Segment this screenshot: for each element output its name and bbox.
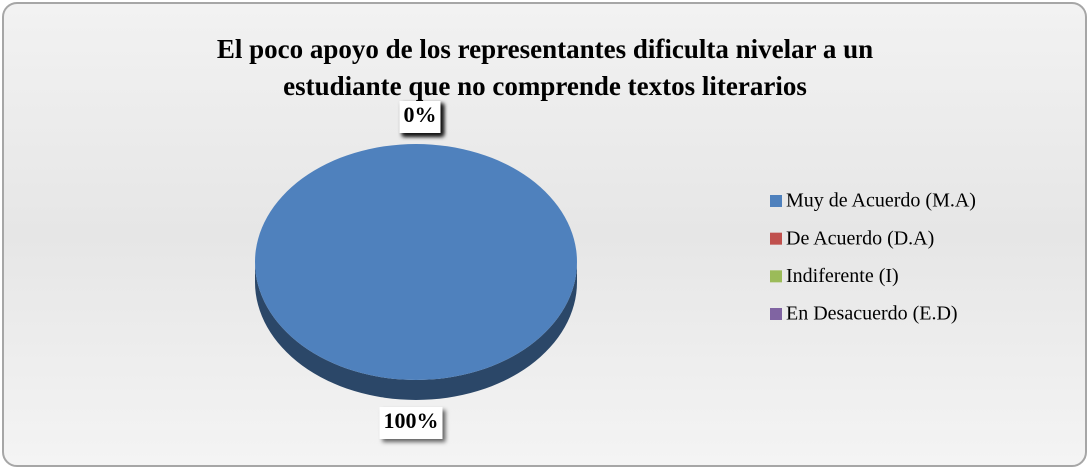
data-label-box — [379, 407, 443, 439]
legend: Muy de Acuerdo (M.A) De Acuerdo (D.A) Indi… — [770, 190, 976, 325]
legend-label: Indiferente (I) — [786, 265, 899, 287]
data-labels: 100%0%0%0% — [379, 101, 443, 439]
pie-slice-side — [255, 262, 577, 400]
legend-swatch — [770, 232, 782, 245]
chart-title: El poco apoyo de los representantes difi… — [217, 34, 873, 64]
data-label-group: 100% — [379, 407, 443, 439]
pie-slice — [255, 144, 577, 380]
legend-label: En Desacuerdo (E.D) — [786, 303, 958, 325]
legend-swatch — [770, 308, 782, 320]
pie — [255, 144, 577, 400]
chart-title: estudiante que no comprende textos liter… — [283, 71, 807, 101]
legend-label: De Acuerdo (D.A) — [786, 227, 934, 249]
legend-label: Muy de Acuerdo (M.A) — [786, 190, 976, 212]
data-label: 100% — [384, 408, 439, 433]
data-label-box — [399, 101, 441, 133]
data-label-group: 0% — [399, 101, 441, 133]
data-label: 0% — [404, 102, 437, 127]
legend-swatch — [770, 270, 782, 283]
legend-swatch — [770, 195, 782, 207]
